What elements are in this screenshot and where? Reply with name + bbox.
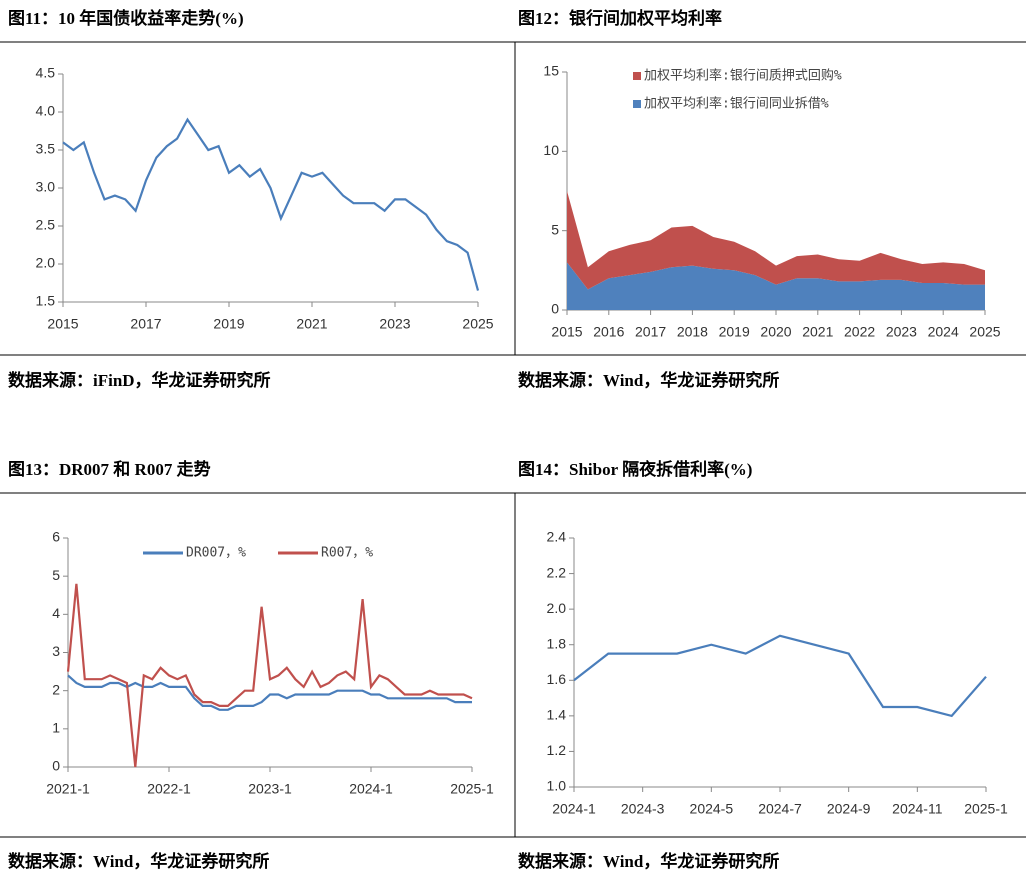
y-tick-label: 2.0: [547, 600, 567, 616]
figure-title: 图11：10 年国债收益率走势(%): [8, 8, 244, 28]
x-tick-label: 2024-3: [621, 801, 665, 817]
figure-title: 图12：银行间加权平均利率: [518, 8, 722, 28]
x-tick-label: 2025: [462, 316, 493, 332]
y-tick-label: 2.2: [547, 564, 567, 580]
y-tick-label: 1.4: [547, 707, 567, 723]
area: [567, 191, 985, 290]
y-tick-label: 2.5: [36, 217, 56, 233]
y-tick-label: 1: [52, 720, 60, 736]
y-tick-label: 0: [551, 301, 559, 317]
x-tick-label: 2022-1: [147, 781, 191, 797]
y-tick-label: 0: [52, 758, 60, 774]
x-tick-label: 2017: [130, 316, 161, 332]
x-tick-label: 2023-1: [248, 781, 292, 797]
figure-source: 数据来源：iFinD，华龙证券研究所: [8, 370, 271, 390]
data-line: [573, 634, 987, 718]
x-tick-label: 2019: [213, 316, 244, 332]
x-tick-label: 2019: [719, 324, 750, 340]
x-tick-label: 2024-1: [349, 781, 393, 797]
x-tick-label: 2024-9: [827, 801, 871, 817]
y-tick-label: 2: [52, 681, 60, 697]
figure-source: 数据来源：Wind，华龙证券研究所: [8, 851, 269, 871]
x-tick-label: 2024-7: [758, 801, 802, 817]
y-tick-label: 4: [52, 605, 60, 621]
area: [567, 262, 985, 310]
x-tick-label: 2015: [551, 324, 582, 340]
figure-source: 数据来源：Wind，华龙证券研究所: [518, 370, 779, 390]
y-tick-label: 1.8: [547, 635, 567, 651]
legend-label: 加权平均利率:银行间质押式回购%: [644, 68, 842, 84]
x-tick-label: 2024-5: [690, 801, 734, 817]
y-tick-label: 5: [551, 221, 559, 237]
legend-label: R007，%: [321, 546, 373, 561]
legend-label: DR007，%: [186, 546, 246, 561]
y-tick-label: 2.0: [36, 255, 56, 271]
x-tick-label: 2024: [928, 324, 959, 340]
x-tick-label: 2021-1: [46, 781, 90, 797]
y-tick-label: 3: [52, 643, 60, 659]
y-tick-label: 1.0: [547, 778, 567, 794]
x-tick-label: 2020: [760, 324, 791, 340]
data-line: [67, 674, 472, 711]
figure-title: 图14：Shibor 隔夜拆借利率(%): [518, 459, 752, 479]
y-tick-label: 2.4: [547, 529, 567, 545]
x-tick-label: 2016: [593, 324, 624, 340]
y-tick-label: 1.6: [547, 671, 567, 687]
x-tick-label: 2018: [677, 324, 708, 340]
figure-source: 数据来源：Wind，华龙证券研究所: [518, 851, 779, 871]
x-tick-label: 2021: [296, 316, 327, 332]
y-tick-label: 1.5: [36, 293, 56, 309]
x-tick-label: 2025-1: [964, 801, 1008, 817]
y-tick-label: 10: [543, 142, 559, 158]
x-tick-label: 2017: [635, 324, 666, 340]
legend-label: 加权平均利率:银行间同业拆借%: [644, 96, 829, 112]
x-tick-label: 2022: [844, 324, 875, 340]
x-tick-label: 2023: [379, 316, 410, 332]
y-tick-label: 4.5: [36, 65, 56, 81]
y-tick-label: 3.0: [36, 179, 56, 195]
x-tick-label: 2023: [886, 324, 917, 340]
y-tick-label: 3.5: [36, 141, 56, 157]
y-tick-label: 6: [52, 529, 60, 545]
x-tick-label: 2021: [802, 324, 833, 340]
y-tick-label: 4.0: [36, 103, 56, 119]
x-tick-label: 2025-1: [450, 781, 494, 797]
legend-swatch: [633, 100, 641, 108]
y-tick-label: 15: [543, 63, 559, 79]
figure-title: 图13：DR007 和 R007 走势: [8, 459, 211, 479]
x-tick-label: 2024-1: [552, 801, 596, 817]
x-tick-label: 2015: [47, 316, 78, 332]
y-tick-label: 1.2: [547, 742, 567, 758]
data-line: [62, 117, 480, 291]
legend-swatch: [633, 72, 641, 80]
x-tick-label: 2024-11: [892, 801, 943, 817]
data-line: [66, 583, 473, 768]
x-tick-label: 2025: [969, 324, 1000, 340]
y-tick-label: 5: [52, 567, 60, 583]
